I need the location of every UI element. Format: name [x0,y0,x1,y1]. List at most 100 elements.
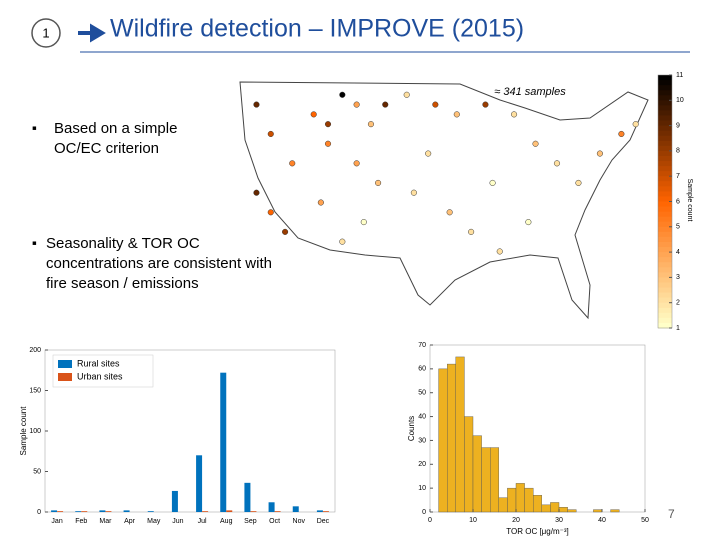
y-tick-label: 200 [29,347,41,354]
bullet-text: Seasonality & TOR OC concentrations are … [46,235,272,292]
colorbar-segment [658,297,672,304]
bullet: ▪ [32,235,37,251]
histogram-bar [515,483,525,513]
bullet-text: Based on a simple OC/EC criterion [54,120,178,157]
x-tick-label: 0 [428,517,432,524]
map-point [317,199,324,206]
colorbar-segment [658,191,672,197]
map-point [511,111,518,118]
colorbar-segment [658,161,672,167]
colorbar-segment [658,150,672,157]
colorbar-segment [658,95,672,101]
bar [123,510,130,512]
y-tick-label: 0 [422,509,426,516]
colorbar-segment [658,216,672,223]
map-point [253,101,260,108]
x-axis-label: TOR OC [μg/m⁻³] [506,527,568,536]
colorbar-segment [658,75,672,81]
colorbar-segment [658,287,672,294]
colorbar-segment [658,135,672,142]
map-point [282,228,289,235]
slide-number: 1 [42,25,49,40]
colorbar-segment [658,317,672,324]
colorbar-tick-label: 9 [676,122,680,129]
histogram-bar [593,509,603,513]
map-point [596,150,603,157]
map-point [267,130,274,138]
bar [57,511,64,512]
x-tick-label: Apr [124,518,136,525]
bar [316,510,323,512]
histogram-bar [472,435,482,513]
colorbar-segment [658,120,672,127]
colorbar-segment [658,80,672,86]
bar [274,511,281,512]
bar [322,511,329,512]
map-point [553,160,561,167]
bar [196,455,203,512]
histogram-bar [541,504,551,513]
x-tick-label: Nov [293,518,306,525]
colorbar-segment [658,166,672,172]
annotation: ≈ 341 samples [494,86,566,98]
colorbar-segment [658,252,672,258]
map-point [532,140,539,147]
map-point [410,189,417,196]
map-point [432,101,439,108]
colorbar-segment [658,277,672,283]
bar [244,482,251,512]
map-point [253,189,260,196]
map-point [339,238,346,245]
y-tick-label: 100 [29,428,41,435]
colorbar-segment [658,181,672,187]
y-tick-label: 50 [418,390,426,397]
us-outline [239,81,649,320]
map-point [489,179,496,186]
bullet-box: Based on a simple OC/EC criterion [54,120,178,157]
bar [220,372,227,512]
colorbar-segment [658,206,672,213]
y-tick-label: 10 [418,485,426,492]
x-tick-label: 10 [469,517,477,524]
colorbar-segment [658,171,672,177]
colorbar-label: Sample count [686,179,693,222]
histogram-bar [610,509,620,513]
number-badge [31,18,61,48]
y-tick-label: 30 [418,437,426,444]
colorbar-segment [658,145,672,152]
x-tick-label: 40 [598,517,606,524]
map-point [289,160,296,167]
legend-swatch [58,373,72,381]
map-point [339,91,346,98]
y-tick-label: 20 [418,461,426,468]
colorbar-segment [658,196,672,202]
colorbar-segment [658,226,672,233]
colorbar-segment [658,105,672,111]
x-tick-label: 20 [512,517,520,524]
colorbar-segment [658,312,672,319]
y-tick-label: 60 [418,366,426,373]
x-tick-label: Mar [99,518,112,525]
x-tick-label: Aug [220,518,233,525]
bullet: ▪ [32,120,37,136]
x-tick-label: Dec [317,518,330,525]
bar [99,510,106,512]
colorbar-segment [658,140,672,147]
map-point [525,219,532,226]
colorbar-segment [658,302,672,309]
y-tick-label: 70 [418,342,426,349]
colorbar-segment [658,262,672,268]
histogram-bar [558,507,568,513]
bar [226,510,233,512]
map-point [453,111,460,118]
map-point [353,160,360,167]
colorbar-segment [658,236,672,243]
colorbar-segment [658,292,672,299]
colorbar-segment [658,130,672,137]
colorbar-segment [658,282,672,289]
y-tick-label: 50 [33,468,41,475]
y-tick-label: 0 [37,509,41,516]
colorbar-tick-label: 2 [676,300,680,307]
histogram-bar [507,487,517,513]
y-tick-label: 40 [418,413,426,420]
